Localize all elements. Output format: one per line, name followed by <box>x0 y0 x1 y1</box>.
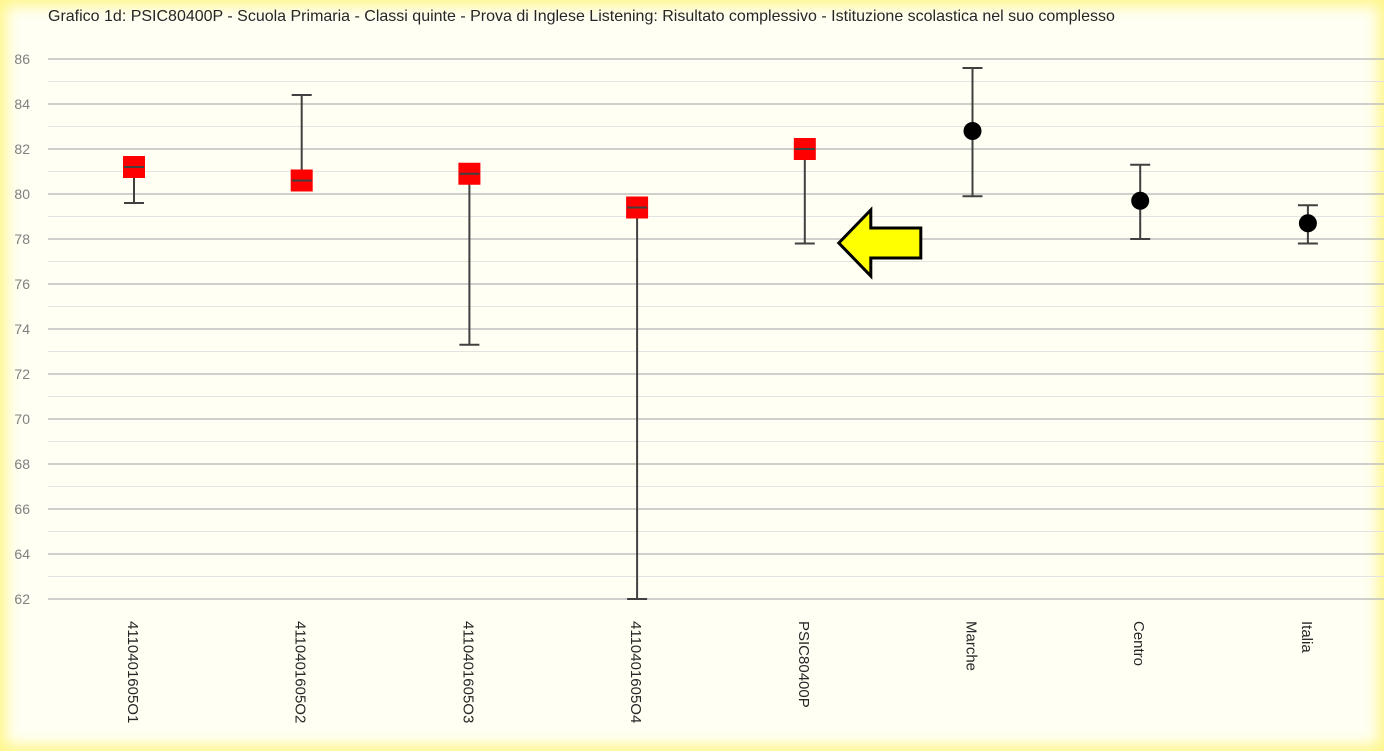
data-point-circle <box>963 122 982 140</box>
x-category-label: 4110401605O2 <box>292 621 309 723</box>
x-category-label: 4110401605O1 <box>124 621 141 723</box>
y-tick-label: 76 <box>14 276 30 292</box>
chart-title: Grafico 1d: PSIC80400P - Scuola Primaria… <box>48 8 1115 25</box>
x-category-label: 4110401605O4 <box>627 621 644 723</box>
y-tick-label: 62 <box>14 591 30 607</box>
x-category-label: Centro <box>1130 621 1147 666</box>
y-tick-label: 78 <box>14 231 30 247</box>
y-tick-label: 82 <box>14 141 30 157</box>
y-tick-label: 74 <box>14 321 30 337</box>
y-tick-label: 86 <box>14 51 30 67</box>
y-tick-label: 84 <box>14 96 30 112</box>
data-point-circle <box>1298 214 1317 233</box>
y-tick-label: 70 <box>14 411 30 427</box>
y-tick-label: 66 <box>14 501 30 517</box>
x-category-label: PSIC80400P <box>795 621 812 708</box>
arrow-left-icon <box>836 206 923 280</box>
y-tick-label: 64 <box>14 546 30 562</box>
y-tick-label: 80 <box>14 186 30 202</box>
x-category-label: 4110401605O3 <box>459 621 476 723</box>
y-tick-label: 68 <box>14 456 30 472</box>
x-category-label: Marche <box>963 621 980 671</box>
x-category-label: Italia <box>1298 621 1315 653</box>
data-point-circle <box>1131 191 1150 210</box>
y-tick-label: 72 <box>14 366 30 382</box>
